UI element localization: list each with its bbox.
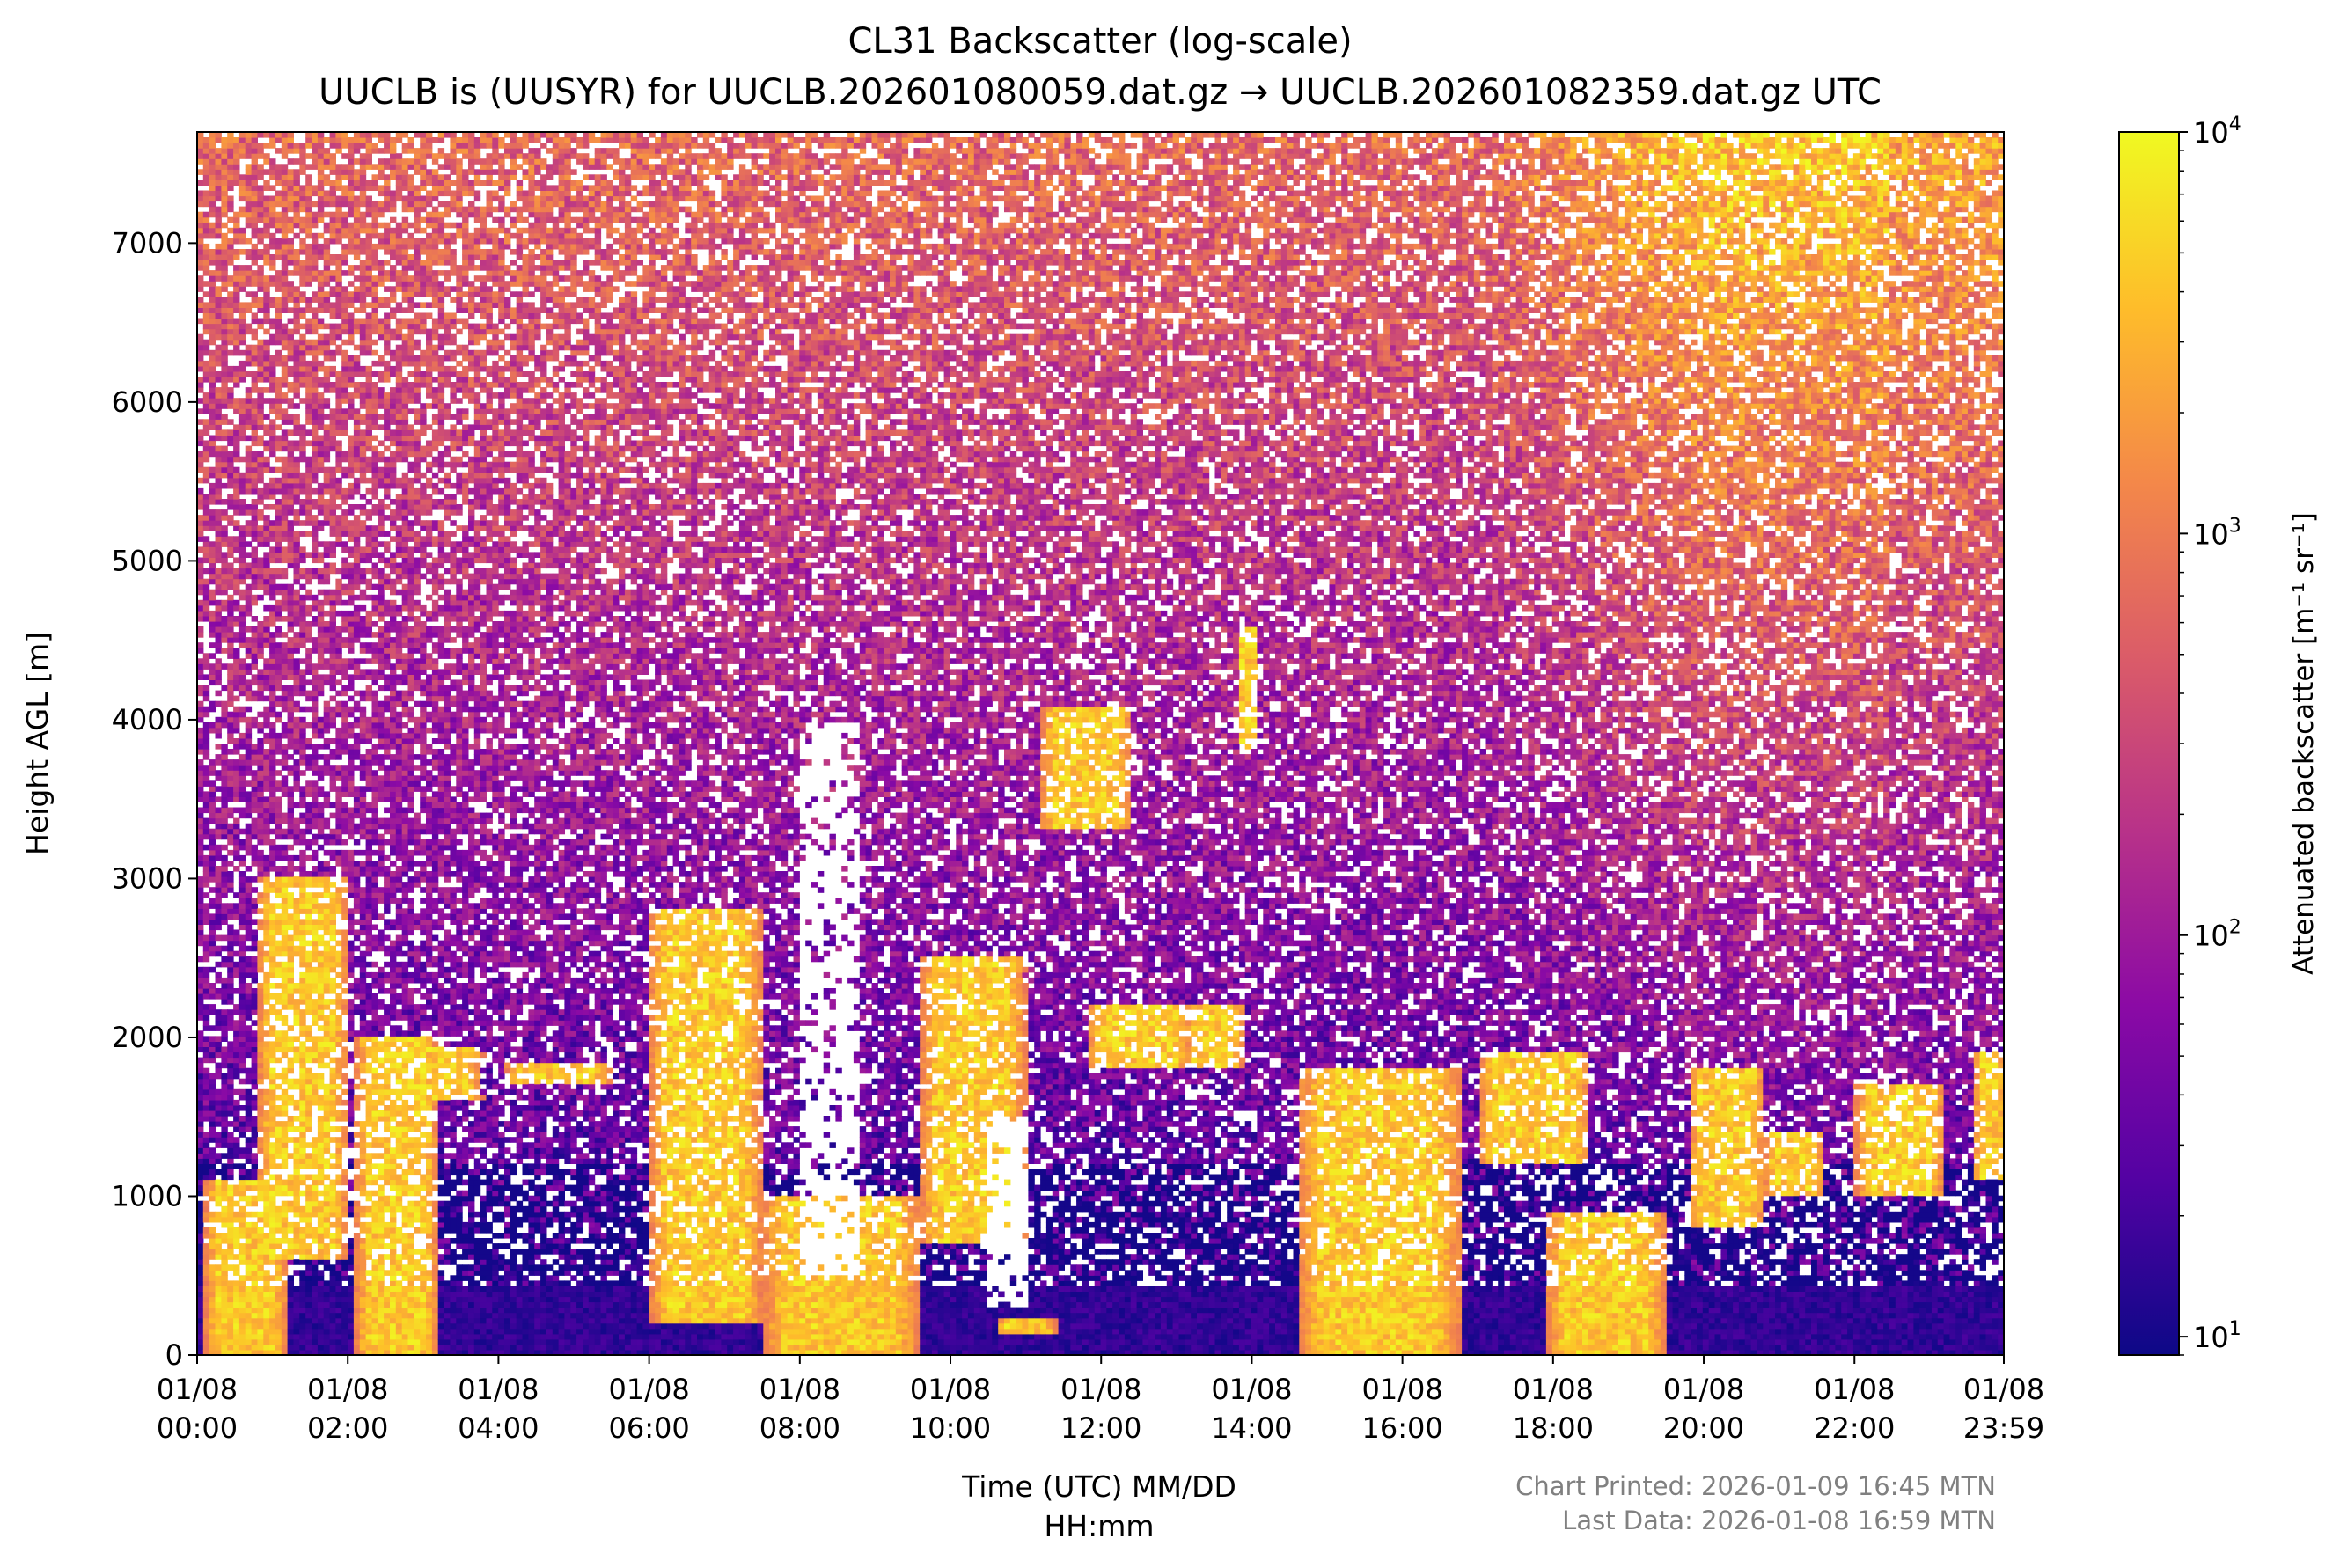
backscatter-heatmap [197,132,2005,1356]
x-tick-date: 01/08 [1663,1373,1744,1406]
y-tick-label: 2000 [112,1021,183,1054]
x-tick-date: 01/08 [759,1373,840,1406]
x-tick-date: 01/08 [1814,1373,1895,1406]
y-tick-label: 7000 [112,226,183,260]
x-tick-date: 01/08 [307,1373,388,1406]
x-tick-date: 01/08 [1060,1373,1141,1406]
x-tick-date: 01/08 [157,1373,238,1406]
colorbar-tick-label: 104 [2193,114,2241,150]
x-tick-time: 00:00 [157,1411,238,1445]
x-tick-time: 16:00 [1362,1411,1443,1445]
x-tick-date: 01/08 [458,1373,539,1406]
x-tick-date: 01/08 [1963,1373,2044,1406]
colorbar-label: Attenuated backscatter [m⁻¹ sr⁻¹] [2288,512,2320,975]
y-tick-label: 4000 [112,703,183,736]
x-tick-time: 14:00 [1211,1411,1292,1445]
x-axis-label-line2: HH:mm [1044,1509,1154,1543]
chart-title: CL31 Backscatter (log-scale) [847,21,1352,62]
x-tick-time: 20:00 [1663,1411,1744,1445]
x-tick-date: 01/08 [1513,1373,1594,1406]
chart-printed-note: Chart Printed: 2026-01-09 16:45 MTN [1515,1471,1996,1501]
colorbar-axis: 101 102 103 104 [2179,114,2241,1355]
x-axis: 01/08 00:00 01/08 02:00 01/08 04:00 01/08 06:00… [157,1355,2044,1445]
x-tick-date: 01/08 [1362,1373,1443,1406]
colorbar [2119,132,2179,1355]
y-tick-label: 6000 [112,385,183,419]
x-tick-time: 04:00 [458,1411,539,1445]
x-tick-time: 02:00 [307,1411,388,1445]
x-tick-time: 06:00 [609,1411,690,1445]
x-tick-time: 18:00 [1513,1411,1594,1445]
y-axis: 0 1000 2000 3000 4000 5000 6000 7000 [112,226,197,1372]
chart-subtitle: UUCLB is (UUSYR) for UUCLB.202601080059.… [319,72,1882,113]
x-tick-time: 23:59 [1963,1411,2044,1445]
colorbar-tick-label: 102 [2193,917,2241,953]
y-tick-label: 0 [165,1338,183,1372]
x-tick-time: 22:00 [1814,1411,1895,1445]
y-tick-label: 1000 [112,1179,183,1213]
y-axis-label: Height AGL [m] [20,632,55,855]
x-tick-time: 08:00 [759,1411,840,1445]
x-tick-date: 01/08 [910,1373,991,1406]
y-tick-label: 3000 [112,861,183,895]
colorbar-tick-label: 101 [2193,1318,2241,1354]
last-data-note: Last Data: 2026-01-08 16:59 MTN [1562,1506,1996,1535]
x-tick-date: 01/08 [609,1373,690,1406]
y-tick-label: 5000 [112,544,183,577]
x-axis-label-line1: Time (UTC) MM/DD [961,1469,1236,1504]
colorbar-tick-label: 103 [2193,515,2241,551]
x-tick-time: 10:00 [910,1411,991,1445]
x-tick-date: 01/08 [1211,1373,1292,1406]
x-tick-time: 12:00 [1060,1411,1141,1445]
